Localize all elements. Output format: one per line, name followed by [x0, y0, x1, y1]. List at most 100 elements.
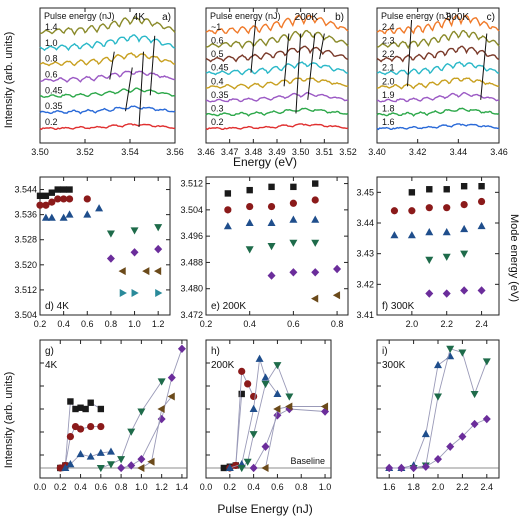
- panel-d: 0.2 0.4 0.6 0.8 1.0 1.2 3.504 3.512 3.520 3.528 3.…: [14, 176, 171, 329]
- temperature-tag: 4K: [45, 360, 58, 371]
- x-tick-label: 1.0: [135, 482, 148, 492]
- data-point: [289, 199, 297, 207]
- series-label: 0.4: [211, 76, 224, 86]
- x-tick-label: 2.4: [481, 482, 494, 492]
- panel-h: 0.0 0.2 0.4 0.6 0.8 1.0 Baseline h) 200K: [200, 339, 332, 492]
- spectrum-line: [376, 107, 500, 117]
- axes-frame: [205, 176, 349, 316]
- data-point: [289, 239, 298, 247]
- axes-frame: [376, 176, 500, 316]
- peak-trace-line: [250, 19, 257, 73]
- data-point: [425, 228, 434, 236]
- data-point: [285, 393, 294, 401]
- x-tick-label: 1.0: [128, 319, 141, 329]
- panel-e: 0.2 0.4 0.6 0.8 3.472 3.480 3.488 3.496 3.504 3.5…: [180, 176, 349, 329]
- y-tick-label: 3.528: [14, 235, 37, 245]
- peak-trace-line: [109, 51, 115, 80]
- data-point: [76, 425, 85, 433]
- legend-title: Pulse energy (nJ): [381, 11, 452, 21]
- peak-trace-line: [125, 67, 133, 112]
- data-point: [434, 393, 442, 401]
- data-point: [390, 207, 399, 215]
- series-label: ~1: [211, 22, 221, 32]
- peak-trace-line: [407, 19, 413, 87]
- series-label: 0.3: [211, 103, 224, 113]
- x-tick-label: 3.46: [490, 147, 508, 157]
- data-point: [154, 244, 163, 254]
- data-point: [77, 404, 84, 411]
- x-tick-label: 3.52: [76, 147, 94, 157]
- spectrum-line: [39, 16, 176, 36]
- spectrum-line: [39, 34, 176, 52]
- data-point: [273, 362, 282, 370]
- data-point: [261, 463, 269, 472]
- y-tick-label: 3.41: [356, 310, 374, 320]
- y-tick-label: 3.472: [180, 310, 203, 320]
- x-tick-label: 3.40: [368, 147, 386, 157]
- peak-trace-line: [307, 33, 316, 100]
- x-tick-label: 0.6: [287, 319, 300, 329]
- data-point: [41, 213, 50, 221]
- series-label: 0.45: [45, 85, 63, 95]
- x-tick-label: 3.44: [450, 147, 468, 157]
- series-line: [389, 355, 451, 469]
- data-point: [157, 405, 165, 413]
- y-tick-label: 3.43: [356, 249, 374, 259]
- data-point: [261, 380, 270, 389]
- series-label: 1.0: [45, 38, 58, 48]
- data-point: [246, 186, 253, 194]
- series-line: [265, 406, 325, 469]
- data-point: [255, 354, 264, 362]
- data-point: [66, 186, 73, 193]
- data-point: [311, 294, 319, 303]
- data-point: [224, 190, 232, 197]
- x-tick-label: 0.4: [247, 482, 260, 492]
- temperature-tag: 300K: [446, 12, 470, 23]
- series-label: 0.35: [45, 101, 63, 111]
- data-point: [238, 367, 246, 375]
- data-point: [153, 267, 162, 276]
- panel-letter: g): [45, 346, 54, 357]
- x-tick-label: 0.6: [271, 482, 284, 492]
- data-point: [232, 461, 240, 470]
- x-tick-label: 0.6: [95, 482, 108, 492]
- data-point: [83, 195, 91, 203]
- data-point: [106, 447, 115, 455]
- panel-b: 3.46 3.47 3.48 3.49 3.50 3.51 3.52 0.2 0.3 0.35 0.…: [197, 7, 357, 157]
- data-point: [177, 344, 186, 353]
- panel-g: 0.0 0.2 0.4 0.6 0.8 1.0 1.2 1.4 g) 4K: [34, 339, 188, 492]
- spectrum-line: [206, 91, 349, 103]
- spectrum-line: [39, 123, 176, 131]
- y-tick-label: 3.512: [14, 285, 37, 295]
- peak-trace-line: [149, 35, 156, 96]
- data-point: [426, 186, 433, 193]
- series-label: 0.6: [211, 36, 224, 46]
- panel-letter: h): [211, 346, 220, 357]
- panel-a: 3.50 3.52 3.54 3.56 0.2 0.35 0.45 0.6 0.8 1.0 1.4P…: [31, 7, 184, 157]
- x-tick-label: 2.0: [406, 319, 419, 329]
- axes-frame: [205, 7, 349, 144]
- data-point: [106, 230, 115, 238]
- row3-ylabel: Intensity (arb. units): [3, 372, 15, 469]
- peak-trace-line: [319, 33, 325, 60]
- data-point: [460, 183, 468, 190]
- data-point: [482, 358, 491, 366]
- x-tick-label: 2.0: [432, 482, 445, 492]
- x-tick-label: 3.51: [316, 147, 334, 157]
- x-tick-label: 2.4: [475, 319, 488, 329]
- data-point: [245, 246, 254, 254]
- spectrum-line: [205, 14, 349, 35]
- data-point: [167, 392, 175, 401]
- data-point: [117, 456, 126, 464]
- data-point: [446, 345, 455, 353]
- data-point: [65, 210, 74, 218]
- data-point: [460, 286, 469, 295]
- series-line: [120, 348, 183, 469]
- spectrum-line: [39, 105, 176, 115]
- row2-ylabel: Mode energy (eV): [508, 214, 520, 302]
- x-tick-label: 1.2: [152, 319, 165, 329]
- series-label: 2.1: [382, 63, 395, 73]
- data-point: [66, 433, 75, 441]
- data-point: [61, 463, 70, 471]
- y-tick-label: 3.45: [356, 187, 374, 197]
